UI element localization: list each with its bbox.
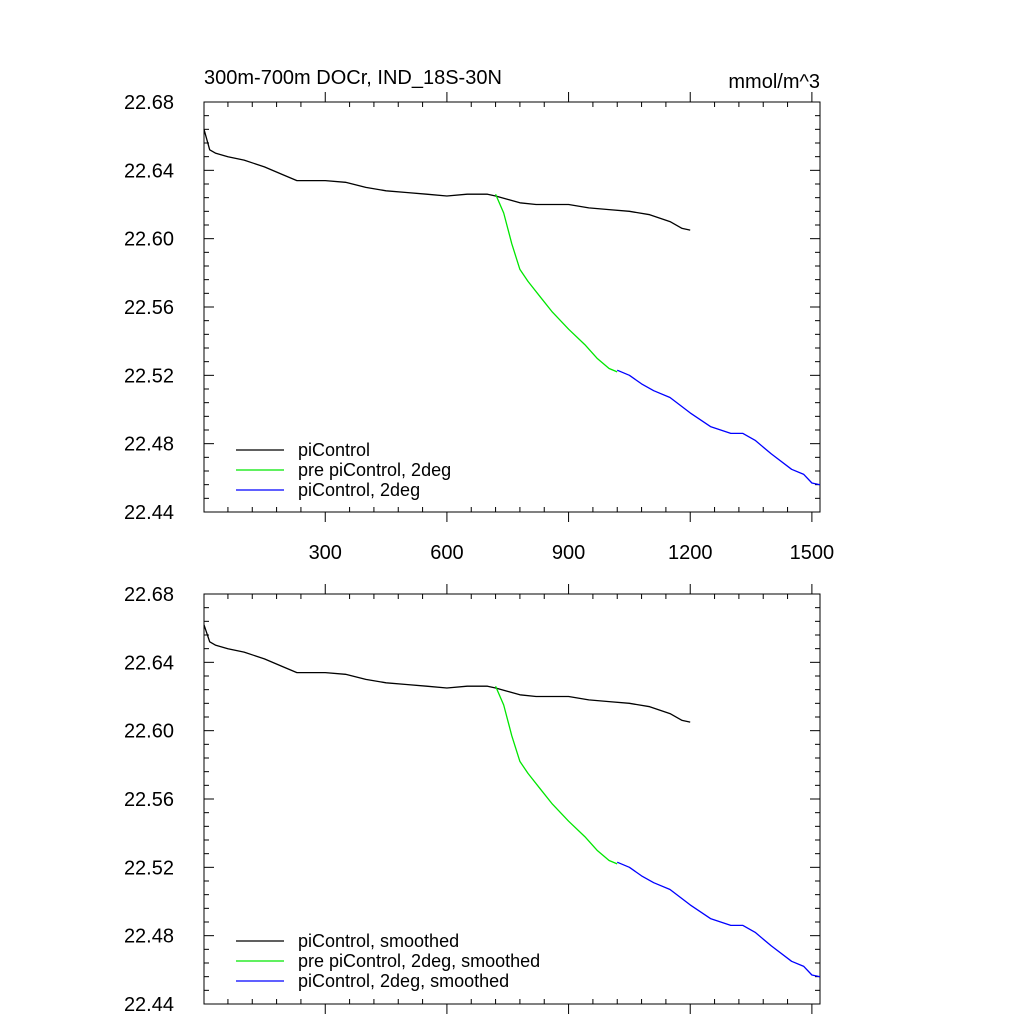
chart-title: 300m-700m DOCr, IND_18S-30N — [204, 67, 502, 89]
y-tick-label: 22.44 — [124, 502, 174, 524]
x-tick-label: 900 — [552, 542, 585, 564]
y-tick-label: 22.56 — [124, 297, 174, 319]
series-line-3 — [616, 369, 821, 486]
y-tick-label: 22.44 — [124, 994, 174, 1016]
y-tick-label: 22.64 — [124, 652, 174, 674]
legend-label: piControl, 2deg — [298, 480, 420, 500]
y-tick-label: 22.68 — [124, 92, 174, 114]
series-line-1 — [203, 129, 691, 231]
x-tick-label: 600 — [430, 542, 463, 564]
x-tick-label: 1500 — [790, 542, 835, 564]
x-tick-label: 300 — [309, 542, 342, 564]
series-line-2 — [495, 685, 618, 865]
y-tick-label: 22.52 — [124, 857, 174, 879]
plot-frame — [203, 101, 821, 513]
y-tick-label: 22.68 — [124, 584, 174, 606]
y-tick-label: 22.48 — [124, 926, 174, 948]
plot-frame — [203, 593, 821, 1005]
chart-panel-2: 22.44 22.48 22.52 22.56 22.60 22.64 22.68 piCon… — [124, 584, 821, 1016]
legend-label: pre piControl, 2deg — [298, 460, 451, 480]
chart-panel-1: 22.44 22.48 22.52 22.56 22.60 22.64 22.68 300 60… — [124, 92, 834, 564]
y-tick-label: 22.48 — [124, 434, 174, 456]
x-tick-label: 1200 — [668, 542, 713, 564]
y-tick-label: 22.64 — [124, 160, 174, 182]
legend-label: pre piControl, 2deg, smoothed — [298, 951, 540, 971]
panels: 22.44 22.48 22.52 22.56 22.60 22.64 22.68 300 60… — [124, 92, 834, 1016]
y-tick-label: 22.52 — [124, 365, 174, 387]
legend-label: piControl, 2deg, smoothed — [298, 971, 509, 991]
y-tick-label: 22.60 — [124, 229, 174, 251]
units-label: mmol/m^3 — [728, 71, 820, 93]
series-line-1 — [203, 624, 691, 723]
legend-label: piControl — [298, 440, 370, 460]
y-tick-label: 22.56 — [124, 789, 174, 811]
series-line-3 — [616, 861, 821, 978]
series-line-2 — [495, 193, 618, 373]
y-tick-label: 22.60 — [124, 721, 174, 743]
legend-label: piControl, smoothed — [298, 931, 459, 951]
